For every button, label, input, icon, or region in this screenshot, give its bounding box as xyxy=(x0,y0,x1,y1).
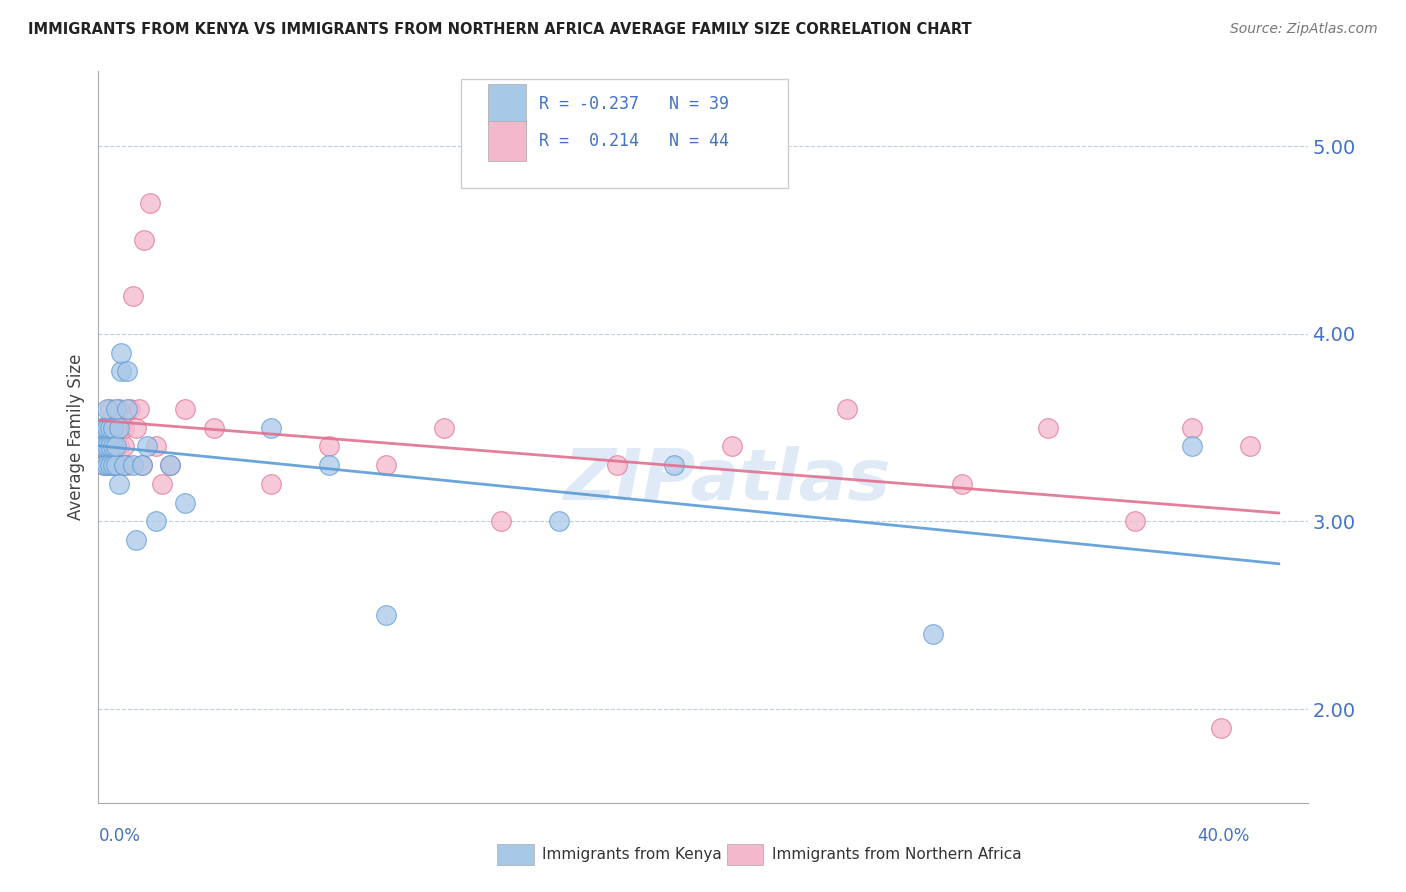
Point xyxy=(104,458,127,473)
Point xyxy=(115,364,138,378)
Point xyxy=(112,420,135,434)
Point xyxy=(90,440,112,454)
Point xyxy=(115,458,138,473)
Point xyxy=(173,496,195,510)
Point xyxy=(107,440,129,454)
Point xyxy=(122,458,145,473)
Point xyxy=(104,420,127,434)
Point xyxy=(93,458,115,473)
Point xyxy=(131,458,153,473)
Point xyxy=(128,401,150,416)
Text: 0.0%: 0.0% xyxy=(98,827,141,846)
Point xyxy=(93,420,115,434)
Point xyxy=(115,401,138,416)
Point xyxy=(260,477,283,491)
Point xyxy=(375,458,398,473)
Point xyxy=(98,401,121,416)
Point xyxy=(1038,420,1060,434)
Point xyxy=(134,233,156,247)
Point xyxy=(664,458,686,473)
Point xyxy=(548,515,571,529)
Point xyxy=(125,533,148,548)
Point xyxy=(139,195,162,210)
Point xyxy=(120,401,142,416)
Point xyxy=(131,458,153,473)
Text: R = -0.237   N = 39: R = -0.237 N = 39 xyxy=(538,95,728,113)
Point xyxy=(112,440,135,454)
Point xyxy=(1181,440,1204,454)
Point xyxy=(96,458,118,473)
Point xyxy=(98,420,121,434)
Point xyxy=(1239,440,1261,454)
Point xyxy=(202,420,225,434)
Text: Immigrants from Kenya: Immigrants from Kenya xyxy=(543,847,721,863)
Point xyxy=(101,458,124,473)
Point xyxy=(96,420,118,434)
Point xyxy=(90,420,112,434)
Point xyxy=(101,440,124,454)
Text: IMMIGRANTS FROM KENYA VS IMMIGRANTS FROM NORTHERN AFRICA AVERAGE FAMILY SIZE COR: IMMIGRANTS FROM KENYA VS IMMIGRANTS FROM… xyxy=(28,22,972,37)
Point xyxy=(136,440,159,454)
Text: ZIPatlas: ZIPatlas xyxy=(564,447,891,516)
Point xyxy=(104,401,127,416)
Point xyxy=(98,458,121,473)
FancyBboxPatch shape xyxy=(498,845,534,865)
Point xyxy=(110,364,132,378)
Point xyxy=(150,477,173,491)
Point xyxy=(122,289,145,303)
Point xyxy=(159,458,181,473)
Point xyxy=(112,458,135,473)
Point xyxy=(96,401,118,416)
Point xyxy=(107,420,129,434)
Point xyxy=(1181,420,1204,434)
Point xyxy=(318,440,340,454)
Point xyxy=(720,440,742,454)
Point xyxy=(1211,721,1233,735)
Point xyxy=(110,458,132,473)
Point xyxy=(491,515,513,529)
Y-axis label: Average Family Size: Average Family Size xyxy=(67,354,86,520)
Point xyxy=(835,401,858,416)
FancyBboxPatch shape xyxy=(461,78,787,188)
Point xyxy=(96,440,118,454)
Point xyxy=(98,440,121,454)
Point xyxy=(318,458,340,473)
FancyBboxPatch shape xyxy=(488,84,526,124)
Point xyxy=(96,440,118,454)
Point xyxy=(159,458,181,473)
Point xyxy=(104,440,127,454)
Point xyxy=(1123,515,1146,529)
Point xyxy=(125,420,148,434)
Point xyxy=(90,440,112,454)
Point xyxy=(173,401,195,416)
Point xyxy=(145,440,167,454)
Point xyxy=(101,420,124,434)
Point xyxy=(93,458,115,473)
Point xyxy=(107,477,129,491)
Point xyxy=(260,420,283,434)
Point xyxy=(98,458,121,473)
Point xyxy=(93,440,115,454)
Point xyxy=(96,420,118,434)
Point xyxy=(110,345,132,359)
FancyBboxPatch shape xyxy=(727,845,763,865)
Point xyxy=(433,420,456,434)
Point xyxy=(93,420,115,434)
Point xyxy=(145,515,167,529)
Point xyxy=(606,458,628,473)
Point xyxy=(950,477,973,491)
Text: Source: ZipAtlas.com: Source: ZipAtlas.com xyxy=(1230,22,1378,37)
Point xyxy=(104,458,127,473)
Text: 40.0%: 40.0% xyxy=(1198,827,1250,846)
Point xyxy=(922,627,945,641)
Text: R =  0.214   N = 44: R = 0.214 N = 44 xyxy=(538,132,728,150)
Text: Immigrants from Northern Africa: Immigrants from Northern Africa xyxy=(772,847,1022,863)
Point xyxy=(107,401,129,416)
Point xyxy=(110,420,132,434)
FancyBboxPatch shape xyxy=(488,120,526,161)
Point xyxy=(375,608,398,623)
Point xyxy=(101,420,124,434)
Point xyxy=(101,440,124,454)
